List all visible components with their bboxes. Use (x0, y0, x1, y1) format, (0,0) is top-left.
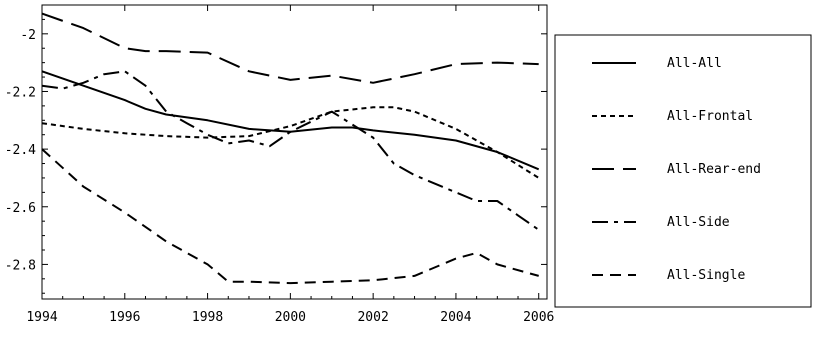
legend-label-all-rear-end: All-Rear-end (667, 162, 761, 177)
y-axis: -2 -2.2 -2.4 -2.6 -2.8 (5, 4, 547, 294)
x-tick-label: 1998 (192, 310, 223, 325)
legend-label-all-all: All-All (667, 56, 722, 71)
x-tick-label: 2006 (523, 310, 554, 325)
plot-frame (41, 4, 548, 300)
legend-label-all-single: All-Single (667, 268, 745, 283)
x-tick-label: 1996 (109, 310, 140, 325)
series-line-all-single (41, 148, 539, 285)
series-layer (41, 12, 540, 285)
series-line-all-side (41, 70, 540, 231)
x-tick-label: 2002 (357, 310, 388, 325)
y-tick-label: -2.2 (5, 85, 36, 100)
series-line-all-all (41, 70, 540, 171)
y-tick-label: -2.6 (5, 201, 36, 216)
x-tick-label: 1994 (26, 310, 57, 325)
x-tick-label: 2004 (440, 310, 471, 325)
x-axis: 1994 1996 1998 2000 2002 2004 2006 (26, 5, 554, 325)
series-line-all-frontal (41, 106, 540, 179)
legend: All-All All-Frontal All-Rear-end All-Side Al… (592, 56, 761, 283)
legend-box (554, 34, 812, 308)
legend-label-all-frontal: All-Frontal (667, 109, 753, 124)
y-tick-label: -2.4 (5, 143, 36, 158)
series-line-all-rear-end (41, 12, 539, 84)
y-tick-label: -2 (20, 28, 36, 43)
legend-label-all-side: All-Side (667, 215, 730, 230)
x-tick-label: 2000 (275, 310, 306, 325)
y-tick-label: -2.8 (5, 258, 36, 273)
